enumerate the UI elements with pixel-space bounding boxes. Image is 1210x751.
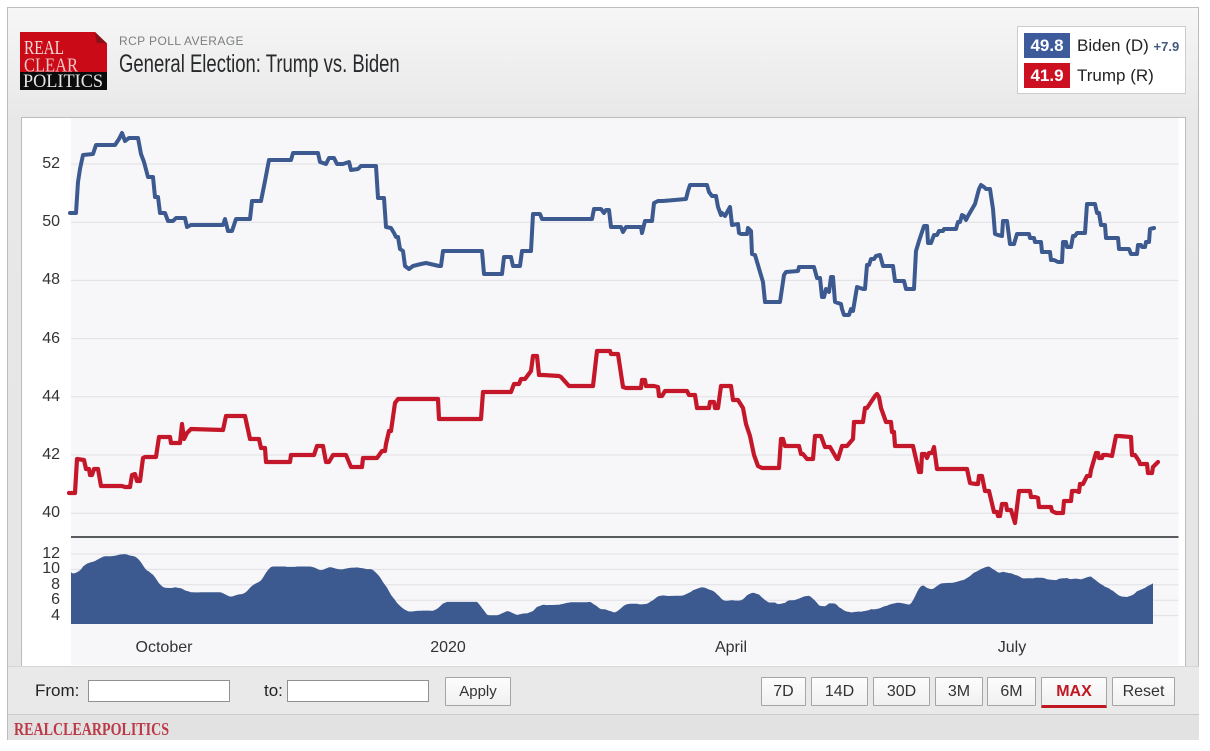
svg-text:POLITICS: POLITICS bbox=[23, 71, 103, 90]
svg-text:CLEAR: CLEAR bbox=[24, 55, 79, 77]
svg-text:REAL: REAL bbox=[24, 37, 64, 59]
svg-text:REALCLEARPOLITICS: REALCLEARPOLITICS bbox=[14, 720, 169, 739]
